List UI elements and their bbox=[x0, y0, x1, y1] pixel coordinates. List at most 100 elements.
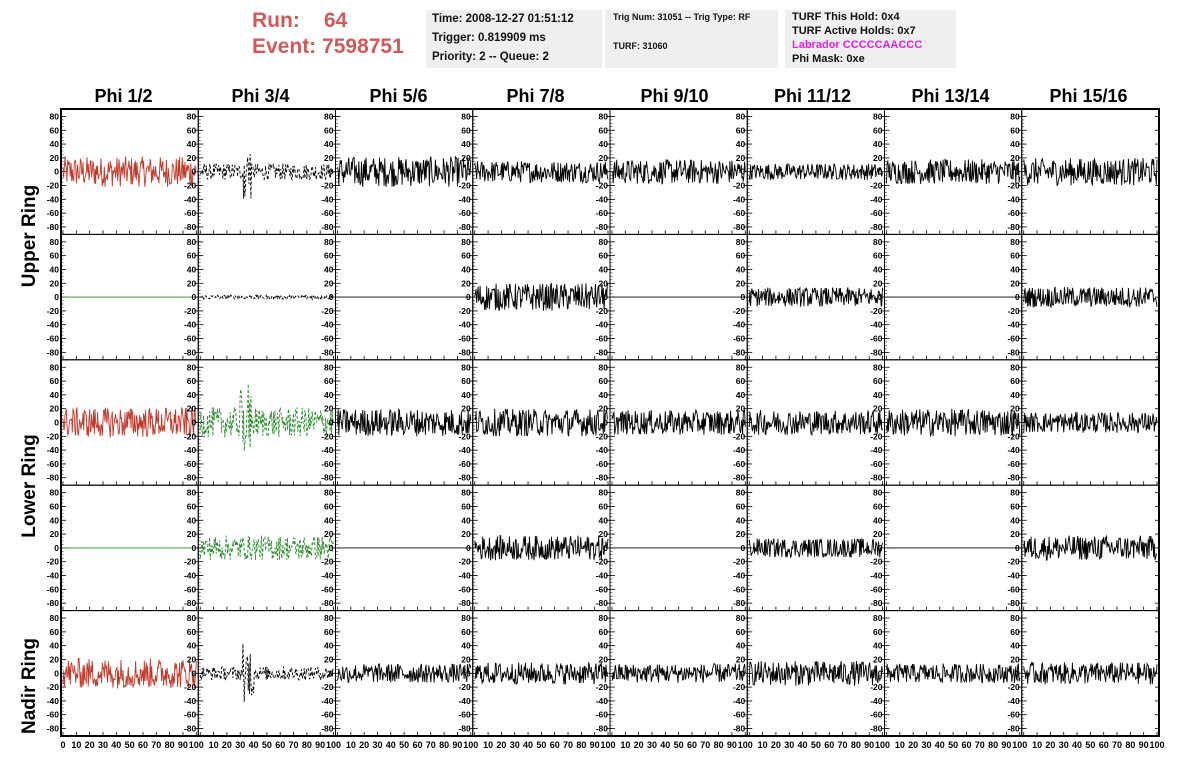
x-tick-label: 90 bbox=[1139, 740, 1149, 750]
y-tick-label: 0 bbox=[603, 292, 608, 302]
y-tick-label: 60 bbox=[324, 376, 334, 386]
y-tick-label: -20 bbox=[596, 181, 609, 191]
y-tick-label: 0 bbox=[603, 167, 608, 177]
x-tick-label: 100 bbox=[738, 740, 753, 750]
y-tick-label: 20 bbox=[187, 654, 197, 664]
y-tick-label: -40 bbox=[47, 445, 60, 455]
y-tick-label: 0 bbox=[329, 543, 334, 553]
y-tick-label: 0 bbox=[466, 668, 471, 678]
y-tick-label: -80 bbox=[321, 598, 334, 608]
y-tick-label: -20 bbox=[458, 682, 471, 692]
y-tick-label: -40 bbox=[184, 445, 197, 455]
turf-text: TURF: 31060 bbox=[613, 41, 668, 51]
y-tick-label: 40 bbox=[461, 390, 471, 400]
y-tick-label: 60 bbox=[1010, 376, 1020, 386]
panel-r1-c5: 80 60 40 20 0 -20 -40 -60 -80 bbox=[733, 233, 885, 361]
y-tick-label: 60 bbox=[324, 501, 334, 511]
panel-r4-c1: 80 60 40 20 0 -20 -40 -60 -80 bbox=[184, 610, 336, 737]
y-tick-label: -80 bbox=[321, 222, 334, 232]
y-tick-label: -20 bbox=[870, 181, 883, 191]
y-tick-label: 0 bbox=[741, 167, 746, 177]
x-tick-label: 20 bbox=[222, 740, 232, 750]
y-tick-label: 80 bbox=[50, 111, 60, 121]
y-tick-label: -80 bbox=[321, 347, 334, 357]
panel-r1-c1: 80 60 40 20 0 -20 -40 -60 -80 bbox=[184, 233, 336, 361]
x-tick-label: 50 bbox=[1085, 740, 1095, 750]
y-tick-label: -20 bbox=[1007, 431, 1020, 441]
y-tick-label: -40 bbox=[596, 696, 609, 706]
y-tick-label: 40 bbox=[461, 264, 471, 274]
y-tick-label: 40 bbox=[461, 139, 471, 149]
y-tick-label: 20 bbox=[324, 654, 334, 664]
x-tick-label: 10 bbox=[71, 740, 81, 750]
trig-num-text: Trig Num: 31051 -- Trig Type: RF bbox=[613, 12, 751, 22]
x-tick-label: 30 bbox=[647, 740, 657, 750]
y-tick-label: 60 bbox=[187, 376, 197, 386]
y-tick-label: 0 bbox=[54, 292, 59, 302]
y-tick-label: 20 bbox=[1010, 153, 1020, 163]
panel-r3-c5: 80 60 40 20 0 -20 -40 -60 -80 bbox=[733, 484, 885, 612]
time-text: Time: 2008-12-27 01:51:12 bbox=[432, 13, 574, 25]
y-tick-label: 0 bbox=[878, 167, 883, 177]
y-tick-label: 0 bbox=[192, 668, 197, 678]
y-tick-label: -20 bbox=[458, 306, 471, 316]
y-tick-label: 60 bbox=[873, 627, 883, 637]
x-tick-label: 100 bbox=[326, 740, 341, 750]
y-tick-label: 40 bbox=[461, 641, 471, 651]
y-tick-label: 60 bbox=[873, 125, 883, 135]
y-tick-label: 40 bbox=[873, 641, 883, 651]
y-tick-label: 80 bbox=[1010, 111, 1020, 121]
waveform-trace bbox=[748, 538, 883, 559]
y-tick-label: -40 bbox=[184, 320, 197, 330]
y-tick-label: 20 bbox=[873, 278, 883, 288]
y-tick-label: 40 bbox=[599, 641, 609, 651]
waveform-trace bbox=[199, 383, 334, 451]
waveform-trace bbox=[474, 161, 609, 184]
x-tick-label: 90 bbox=[1001, 740, 1011, 750]
y-tick-label: 40 bbox=[324, 515, 334, 525]
y-tick-label: -80 bbox=[1007, 347, 1020, 357]
x-tick-label: 20 bbox=[634, 740, 644, 750]
x-tick-label: 30 bbox=[1059, 740, 1069, 750]
panel-frame bbox=[197, 359, 336, 486]
y-tick-label: -60 bbox=[458, 334, 471, 344]
y-tick-label: 20 bbox=[324, 153, 334, 163]
event-label: Event: bbox=[252, 35, 317, 58]
y-tick-label: 80 bbox=[599, 488, 609, 498]
y-tick-label: 0 bbox=[329, 167, 334, 177]
y-tick-label: 0 bbox=[1015, 292, 1020, 302]
x-tick-label: 80 bbox=[302, 740, 312, 750]
panel-r0-c6: 80 60 40 20 0 -20 -40 -60 -80 bbox=[870, 108, 1023, 235]
y-tick-label: 40 bbox=[873, 515, 883, 525]
y-tick-label: -60 bbox=[184, 208, 197, 218]
y-tick-label: 0 bbox=[329, 292, 334, 302]
x-tick-label: 50 bbox=[674, 740, 684, 750]
column-header-phi-5-6: Phi 5/6 bbox=[369, 86, 428, 106]
y-tick-label: 0 bbox=[878, 543, 883, 553]
panel-r0-c7: 80 60 40 20 0 -20 -40 -60 -80 bbox=[1007, 108, 1160, 235]
panel-r1-c0: 80 60 40 20 0 -20 -40 -60 -80 bbox=[47, 233, 199, 361]
x-tick-label: 70 bbox=[426, 740, 436, 750]
x-tick-label: 30 bbox=[235, 740, 245, 750]
y-tick-label: -80 bbox=[458, 347, 471, 357]
panel-r4-c0: 80 60 40 20 0 -20 -40 -60 -80 bbox=[47, 610, 199, 737]
y-tick-label: -80 bbox=[596, 598, 609, 608]
y-tick-label: -80 bbox=[733, 598, 746, 608]
y-tick-label: 0 bbox=[1015, 668, 1020, 678]
x-tick-label: 80 bbox=[576, 740, 586, 750]
y-tick-label: 40 bbox=[736, 139, 746, 149]
y-tick-label: 20 bbox=[324, 404, 334, 414]
y-tick-label: 40 bbox=[50, 264, 60, 274]
y-tick-label: 40 bbox=[1010, 641, 1020, 651]
y-tick-label: 60 bbox=[50, 251, 60, 261]
y-tick-label: -60 bbox=[458, 459, 471, 469]
y-tick-label: 60 bbox=[324, 251, 334, 261]
y-tick-label: -60 bbox=[733, 208, 746, 218]
waveform-trace bbox=[474, 534, 609, 561]
panel-r2-c7: 80 60 40 20 0 -20 -40 -60 -80 bbox=[1007, 359, 1160, 486]
y-tick-label: 0 bbox=[1015, 418, 1020, 428]
panel-r0-c2: 80 60 40 20 0 -20 -40 -60 -80 bbox=[321, 108, 474, 235]
y-tick-label: 80 bbox=[599, 237, 609, 247]
y-tick-label: 20 bbox=[873, 654, 883, 664]
